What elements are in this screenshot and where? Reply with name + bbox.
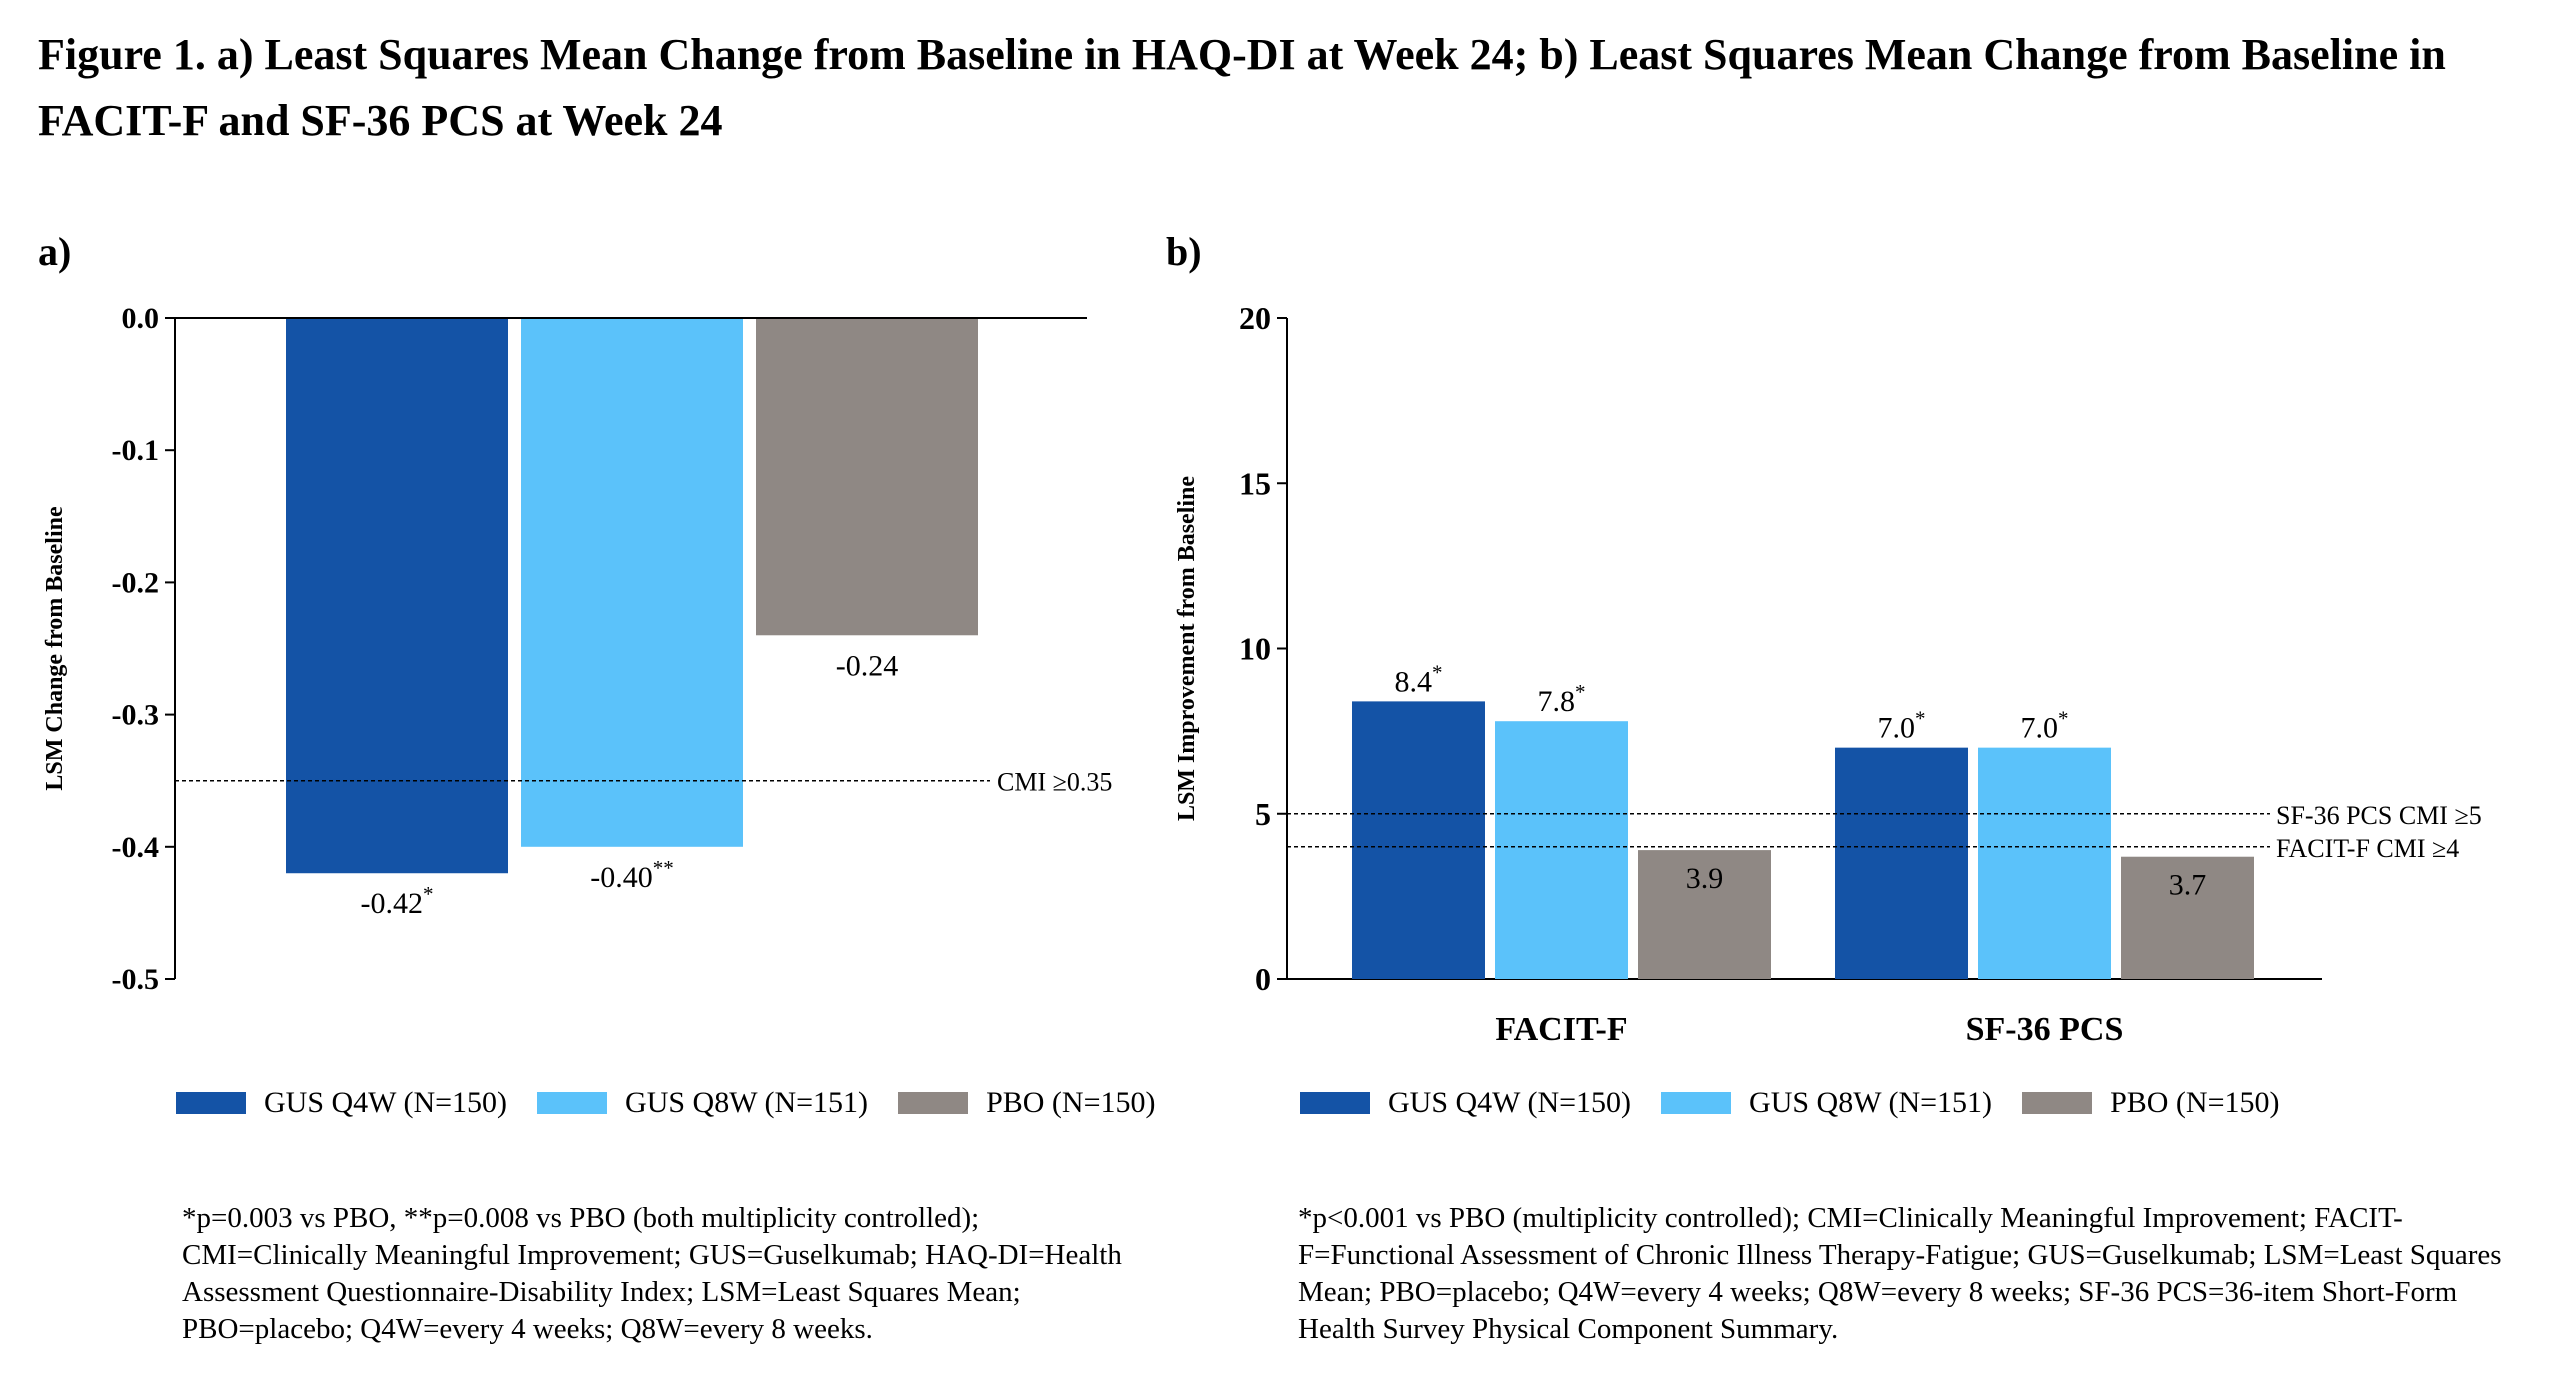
- y-tick-label: 5: [1255, 796, 1271, 832]
- data-label-significance: *: [1432, 660, 1443, 684]
- legend-item: GUS Q8W (N=151): [1661, 1086, 1992, 1120]
- data-label: 7.8*: [1538, 680, 1586, 718]
- legend-label-gus-q8w: GUS Q8W (N=151): [625, 1086, 869, 1119]
- data-label: -0.40**: [590, 856, 674, 894]
- legend-swatch-pbo: [2022, 1092, 2093, 1114]
- y-tick-label: -0.1: [112, 434, 160, 467]
- figure-title: Figure 1. a) Least Squares Mean Change f…: [38, 30, 2446, 145]
- data-label: 3.9: [1686, 862, 1724, 895]
- y-tick-label: -0.4: [112, 831, 160, 864]
- legend-label-gus-q4w: GUS Q4W (N=150): [264, 1086, 508, 1119]
- legend-swatch-gus-q8w: [1661, 1092, 1732, 1114]
- legend-label-gus-q8w: GUS Q8W (N=151): [1749, 1086, 1993, 1119]
- data-label: 8.4*: [1395, 660, 1443, 698]
- y-tick-label: 0.0: [122, 302, 160, 335]
- data-label: -0.24: [836, 649, 899, 682]
- data-label-significance: *: [1575, 680, 1586, 704]
- chart-a: 0.0 -0.1 -0.2 -0.3 -0.4 -0.5 LSM Change from B…: [42, 302, 1112, 996]
- legend-item: PBO (N=150): [898, 1086, 1156, 1120]
- legend-swatch-gus-q4w: [1300, 1092, 1370, 1114]
- data-label-value: -0.42: [361, 887, 424, 920]
- legend-swatch-gus-q8w: [537, 1092, 608, 1114]
- data-label-value: 3.7: [2169, 869, 2207, 902]
- bar: [2121, 856, 2254, 979]
- y-tick-label: 15: [1239, 465, 1271, 501]
- y-tick-label: -0.5: [112, 963, 160, 996]
- data-label-value: -0.24: [836, 649, 899, 682]
- y-tick-label: 20: [1239, 300, 1271, 336]
- y-tick-label: 0: [1255, 961, 1271, 997]
- data-label-value: 8.4: [1395, 665, 1433, 698]
- reference-line-label: FACIT-F CMI ≥4: [2276, 834, 2459, 863]
- footnote-a: *p=0.003 vs PBO, **p=0.008 vs PBO (both …: [182, 1202, 1122, 1345]
- y-tick-label: -0.2: [112, 566, 160, 599]
- legend-b: GUS Q4W (N=150) GUS Q8W (N=151) PBO (N=1…: [1300, 1086, 2310, 1120]
- data-label: 7.0*: [2021, 707, 2069, 745]
- panel-b-label: b): [1166, 229, 1202, 274]
- legend-item: PBO (N=150): [2022, 1086, 2280, 1120]
- legend-item: GUS Q4W (N=150): [1300, 1086, 1631, 1120]
- legend-swatch-pbo: [898, 1092, 969, 1114]
- data-label-value: 7.0: [1878, 712, 1916, 745]
- y-tick-label: 10: [1239, 631, 1271, 667]
- data-label-value: 7.0: [2021, 712, 2059, 745]
- legend-label-pbo: PBO (N=150): [986, 1086, 1156, 1119]
- data-label: 7.0*: [1878, 707, 1926, 745]
- bar: [1352, 701, 1485, 979]
- data-label: 3.7: [2169, 869, 2207, 902]
- legend-item: GUS Q8W (N=151): [537, 1086, 868, 1120]
- data-label-value: 3.9: [1686, 862, 1724, 895]
- x-category-label: SF-36 PCS: [1966, 1011, 2124, 1048]
- y-axis-label: LSM Improvement from Baseline: [1174, 476, 1200, 821]
- reference-line-label: SF-36 PCS CMI ≥5: [2276, 801, 2482, 830]
- data-label-significance: *: [2058, 707, 2069, 731]
- data-label: -0.42*: [361, 882, 434, 920]
- legend-a: GUS Q4W (N=150) GUS Q8W (N=151) PBO (N=1…: [176, 1086, 1186, 1120]
- bar: [1978, 747, 2111, 979]
- legend-swatch-gus-q4w: [176, 1092, 246, 1114]
- x-category-label: FACIT-F: [1495, 1011, 1627, 1048]
- bar: [1495, 721, 1628, 979]
- footnote-b: *p<0.001 vs PBO (multiplicity controlled…: [1298, 1202, 2502, 1345]
- legend-label-pbo: PBO (N=150): [2110, 1086, 2280, 1119]
- bar: [1638, 850, 1771, 979]
- data-label-value: -0.40: [590, 861, 653, 894]
- legend-label-gus-q4w: GUS Q4W (N=150): [1388, 1086, 1632, 1119]
- data-label-value: 7.8: [1538, 685, 1576, 718]
- reference-line-label: CMI ≥0.35: [997, 768, 1112, 797]
- bar: [521, 318, 743, 847]
- chart-b: 0 5 10 15 20 LSM Improvement from Baseline 8.4…: [1174, 300, 2482, 1048]
- y-tick-label: -0.3: [112, 699, 160, 732]
- bar: [756, 318, 978, 636]
- data-label-significance: *: [423, 882, 434, 906]
- data-label-significance: **: [653, 856, 674, 880]
- y-axis-label: LSM Change from Baseline: [42, 506, 68, 791]
- data-label-significance: *: [1915, 707, 1926, 731]
- bar: [1835, 747, 1968, 979]
- legend-item: GUS Q4W (N=150): [176, 1086, 507, 1120]
- panel-a-label: a): [38, 229, 72, 274]
